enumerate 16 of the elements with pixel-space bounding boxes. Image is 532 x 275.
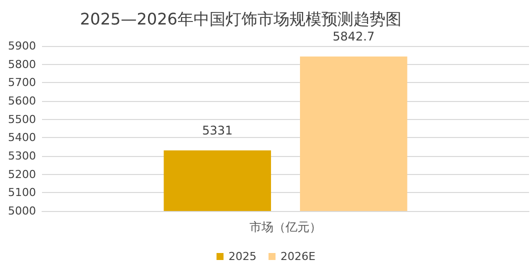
legend-label: 2026E (280, 250, 316, 263)
legend-label: 2025 (228, 250, 257, 263)
y-tick-label: 5500 (8, 112, 36, 126)
y-tick-label: 5900 (8, 40, 36, 52)
y-tick-label: 5600 (8, 94, 36, 108)
y-tick-label: 5100 (8, 186, 36, 200)
data-label: 5331 (202, 123, 233, 138)
y-tick-label: 5300 (8, 150, 36, 162)
data-label: 5842.7 (332, 30, 375, 44)
chart-title: 2025—2026年中国灯饰市场规模预测趋势图 (80, 10, 402, 28)
y-tick-label: 5800 (8, 58, 36, 71)
x-tick-label: 市场（亿元） (250, 220, 322, 234)
y-tick-label: 5200 (8, 168, 36, 181)
y-tick-label: 5000 (8, 204, 36, 218)
y-tick-label: 5700 (8, 76, 36, 90)
y-tick-label: 5400 (8, 131, 36, 144)
